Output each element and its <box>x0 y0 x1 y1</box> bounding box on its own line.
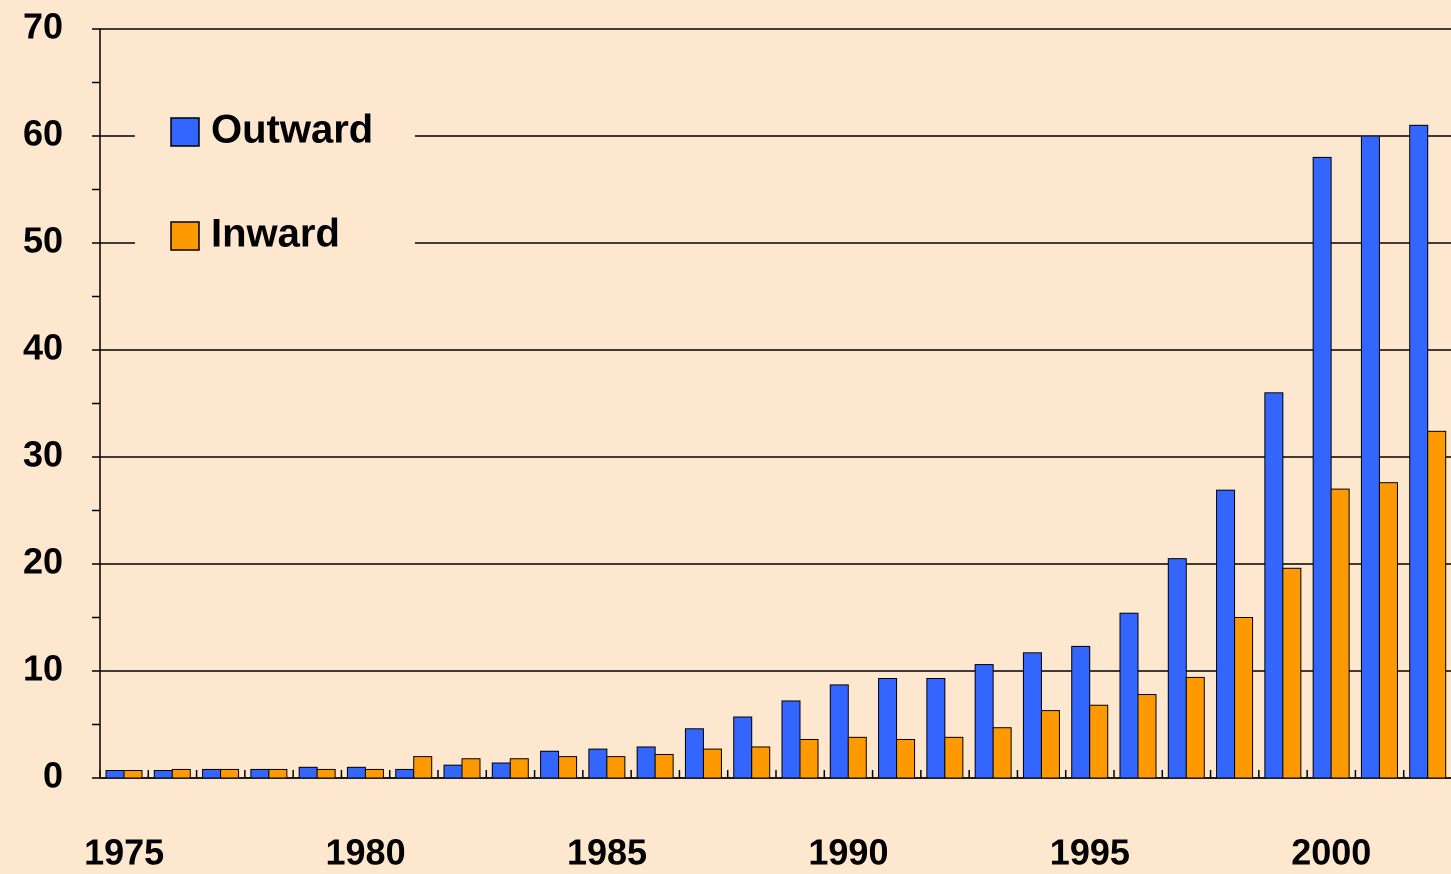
x-tick-label: 1975 <box>84 832 164 873</box>
bar <box>395 768 415 779</box>
legend-label: Outward <box>211 108 373 152</box>
bar <box>558 756 578 779</box>
y-tick-label: 50 <box>23 220 63 261</box>
bar <box>944 736 964 779</box>
x-tick-label: 1980 <box>326 832 406 873</box>
bar <box>1409 124 1429 779</box>
bar <box>346 766 366 779</box>
bar <box>847 736 867 779</box>
bar <box>364 768 384 779</box>
bar <box>1119 612 1139 779</box>
x-tick-label: 1985 <box>567 832 647 873</box>
bar <box>250 768 270 779</box>
bar <box>1234 617 1254 779</box>
y-tick-label: 60 <box>23 113 63 154</box>
bar <box>992 727 1012 779</box>
bar <box>1312 156 1332 779</box>
bar <box>1282 567 1302 779</box>
bar <box>636 746 656 779</box>
bar <box>829 684 849 779</box>
y-tick-label: 30 <box>23 434 63 475</box>
bar <box>799 738 819 779</box>
bar <box>298 766 318 779</box>
bar <box>896 738 916 779</box>
bar <box>491 762 511 779</box>
bar <box>220 768 240 779</box>
bar <box>684 728 704 779</box>
y-tick-label: 10 <box>23 648 63 689</box>
bar <box>123 770 143 779</box>
bar <box>443 764 463 779</box>
x-tick-label: 1990 <box>808 832 888 873</box>
x-tick-label: 2000 <box>1291 832 1371 873</box>
bar <box>1378 482 1398 779</box>
bar <box>461 758 481 779</box>
bar <box>1427 430 1447 779</box>
bar <box>781 700 801 779</box>
bar <box>1137 694 1157 779</box>
bar <box>105 770 125 779</box>
y-tick-label: 20 <box>23 541 63 582</box>
bar <box>1216 489 1236 779</box>
y-tick-label: 0 <box>43 755 63 796</box>
bar <box>878 677 898 779</box>
bar <box>588 748 608 779</box>
bar <box>1167 558 1187 779</box>
bar <box>540 750 560 779</box>
bar <box>702 748 722 779</box>
y-tick-label: 40 <box>23 327 63 368</box>
legend-swatch <box>170 221 200 251</box>
bar <box>926 677 946 779</box>
bar <box>654 753 674 779</box>
bar <box>1022 652 1042 779</box>
bar <box>1330 488 1350 779</box>
bar <box>413 756 433 779</box>
bar <box>1185 676 1205 779</box>
bar <box>153 770 173 779</box>
bar <box>171 768 191 779</box>
bar <box>606 756 626 779</box>
x-tick-label: 1995 <box>1050 832 1130 873</box>
bar <box>974 664 994 779</box>
bar <box>268 768 288 779</box>
y-tick-label: 70 <box>23 6 63 47</box>
bar <box>1089 704 1109 779</box>
bar <box>202 768 222 779</box>
bar <box>1040 710 1060 779</box>
bar <box>751 746 771 779</box>
bar <box>1264 392 1284 779</box>
bar <box>1071 645 1091 779</box>
legend-swatch <box>170 117 200 147</box>
bar <box>509 758 529 779</box>
bar <box>1360 135 1380 779</box>
legend-label: Inward <box>211 212 340 256</box>
bar <box>733 716 753 779</box>
bar <box>316 768 336 779</box>
